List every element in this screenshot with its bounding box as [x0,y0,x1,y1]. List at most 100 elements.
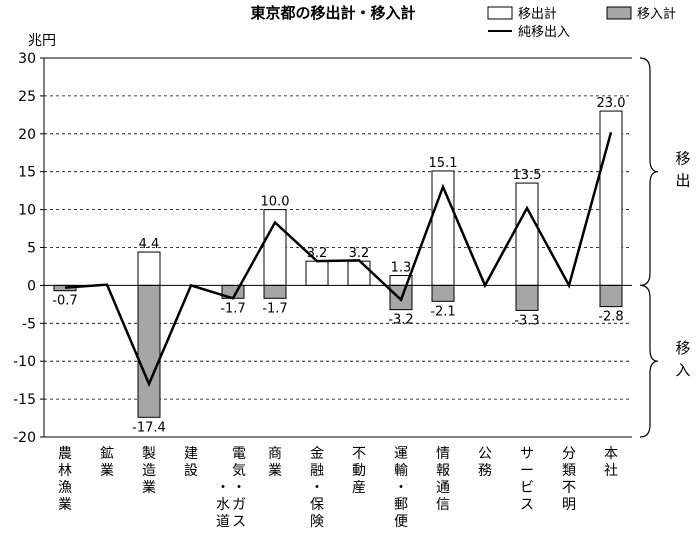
data-label: -2.1 [430,304,455,319]
bars [53,110,623,418]
y-tick-label: -5 [22,316,36,332]
category-label-seizou: 製造業 [142,446,156,496]
legend: 移出計 移入計 純移出入 [487,6,676,40]
svg-text:・: ・ [216,480,230,496]
y-tick-label: 30 [18,51,36,67]
svg-text:産: 産 [352,480,366,496]
svg-text:不: 不 [352,446,366,462]
svg-text:本: 本 [604,446,618,462]
svg-text:ス: ス [520,497,534,513]
y-tick-label: -20 [13,430,36,446]
data-label: 23.0 [597,96,626,111]
y-tick-label: 25 [18,89,36,105]
data-label: 4.4 [139,237,160,252]
net-line [64,131,613,388]
bracket [639,284,659,438]
svg-text:類: 類 [562,463,576,479]
svg-text:運: 運 [394,446,408,462]
category-label-kougyou: 鉱業 [100,445,114,479]
data-label: -0.7 [52,294,77,309]
y-tick-label: 0 [27,278,36,294]
y-tick-label: -15 [13,392,36,408]
bar-export-fudousan [347,260,371,286]
svg-text:情: 情 [436,446,450,462]
svg-text:・: ・ [310,480,324,496]
svg-text:報: 報 [436,463,450,479]
data-label: 3.2 [349,246,370,261]
data-label: 3.2 [307,246,328,261]
svg-text:入: 入 [675,361,690,379]
svg-text:・: ・ [394,480,408,496]
net-line-path [64,131,613,388]
svg-text:務: 務 [478,463,492,479]
legend-swatch-export [487,6,513,20]
svg-text:ス: ス [232,514,246,530]
svg-text:ー: ー [520,463,534,479]
svg-text:設: 設 [184,463,198,479]
data-label: 1.3 [391,261,412,276]
svg-text:融: 融 [310,463,324,479]
svg-text:建: 建 [184,446,198,462]
data-label: -1.7 [220,301,245,316]
axes [40,57,632,438]
svg-text:険: 険 [310,514,324,530]
svg-text:通: 通 [436,480,450,496]
svg-text:気: 気 [232,463,246,479]
svg-text:業: 業 [100,463,114,479]
bar-import-seizou [137,284,161,418]
bracket-label: 移出 [675,150,690,190]
bar-export-honsha [599,110,623,286]
data-label: 15.1 [429,156,458,171]
bracket [639,57,659,286]
data-label: -3.3 [514,313,539,328]
svg-text:輸: 輸 [394,463,408,479]
svg-text:出: 出 [675,172,690,190]
bar-export-kinyuu [305,260,329,286]
category-label-fudousan: 不動産 [352,446,366,496]
svg-text:農: 農 [58,446,72,462]
svg-text:金: 金 [310,446,324,462]
svg-text:業: 業 [58,497,72,513]
bar-import-honsha [599,284,623,308]
bar-export-service [515,182,539,286]
svg-text:移: 移 [675,339,690,357]
svg-text:水: 水 [216,497,230,513]
svg-text:便: 便 [394,514,408,530]
svg-text:動: 動 [352,463,366,479]
gridlines [44,57,632,400]
bar-import-shougyou [263,284,287,299]
y-tick-label: 15 [18,165,36,181]
svg-text:分: 分 [562,446,576,462]
legend-label-net: 純移出入 [518,25,570,40]
chart-title: 東京都の移出計・移入計 [250,4,415,22]
data-label: -17.4 [132,420,166,435]
bar-import-jouhou [431,284,455,302]
bar-export-seizou [137,251,161,286]
svg-text:郵: 郵 [394,497,408,513]
category-label-honsha: 本社 [604,446,618,479]
svg-text:保: 保 [310,497,324,513]
legend-label-import: 移入計 [637,6,676,22]
svg-text:商: 商 [268,446,282,462]
data-label: -3.2 [388,313,413,328]
data-label: -1.7 [262,301,287,316]
data-label: 13.5 [513,168,542,183]
svg-text:造: 造 [142,463,156,479]
svg-text:・: ・ [232,480,246,496]
legend-label-export: 移出計 [518,6,557,22]
svg-text:サ: サ [520,446,534,462]
svg-text:社: 社 [604,463,618,479]
legend-swatch-import [606,6,632,20]
svg-text:信: 信 [436,497,450,513]
svg-text:不: 不 [562,480,576,496]
svg-text:製: 製 [142,446,156,462]
category-label-kensetsu: 建設 [184,446,198,479]
data-label: -2.8 [598,310,623,325]
y-tick-labels: 30 25 20 15 10 5 0 -5 -10 -15 -20 [13,51,36,446]
svg-text:漁: 漁 [58,480,72,496]
